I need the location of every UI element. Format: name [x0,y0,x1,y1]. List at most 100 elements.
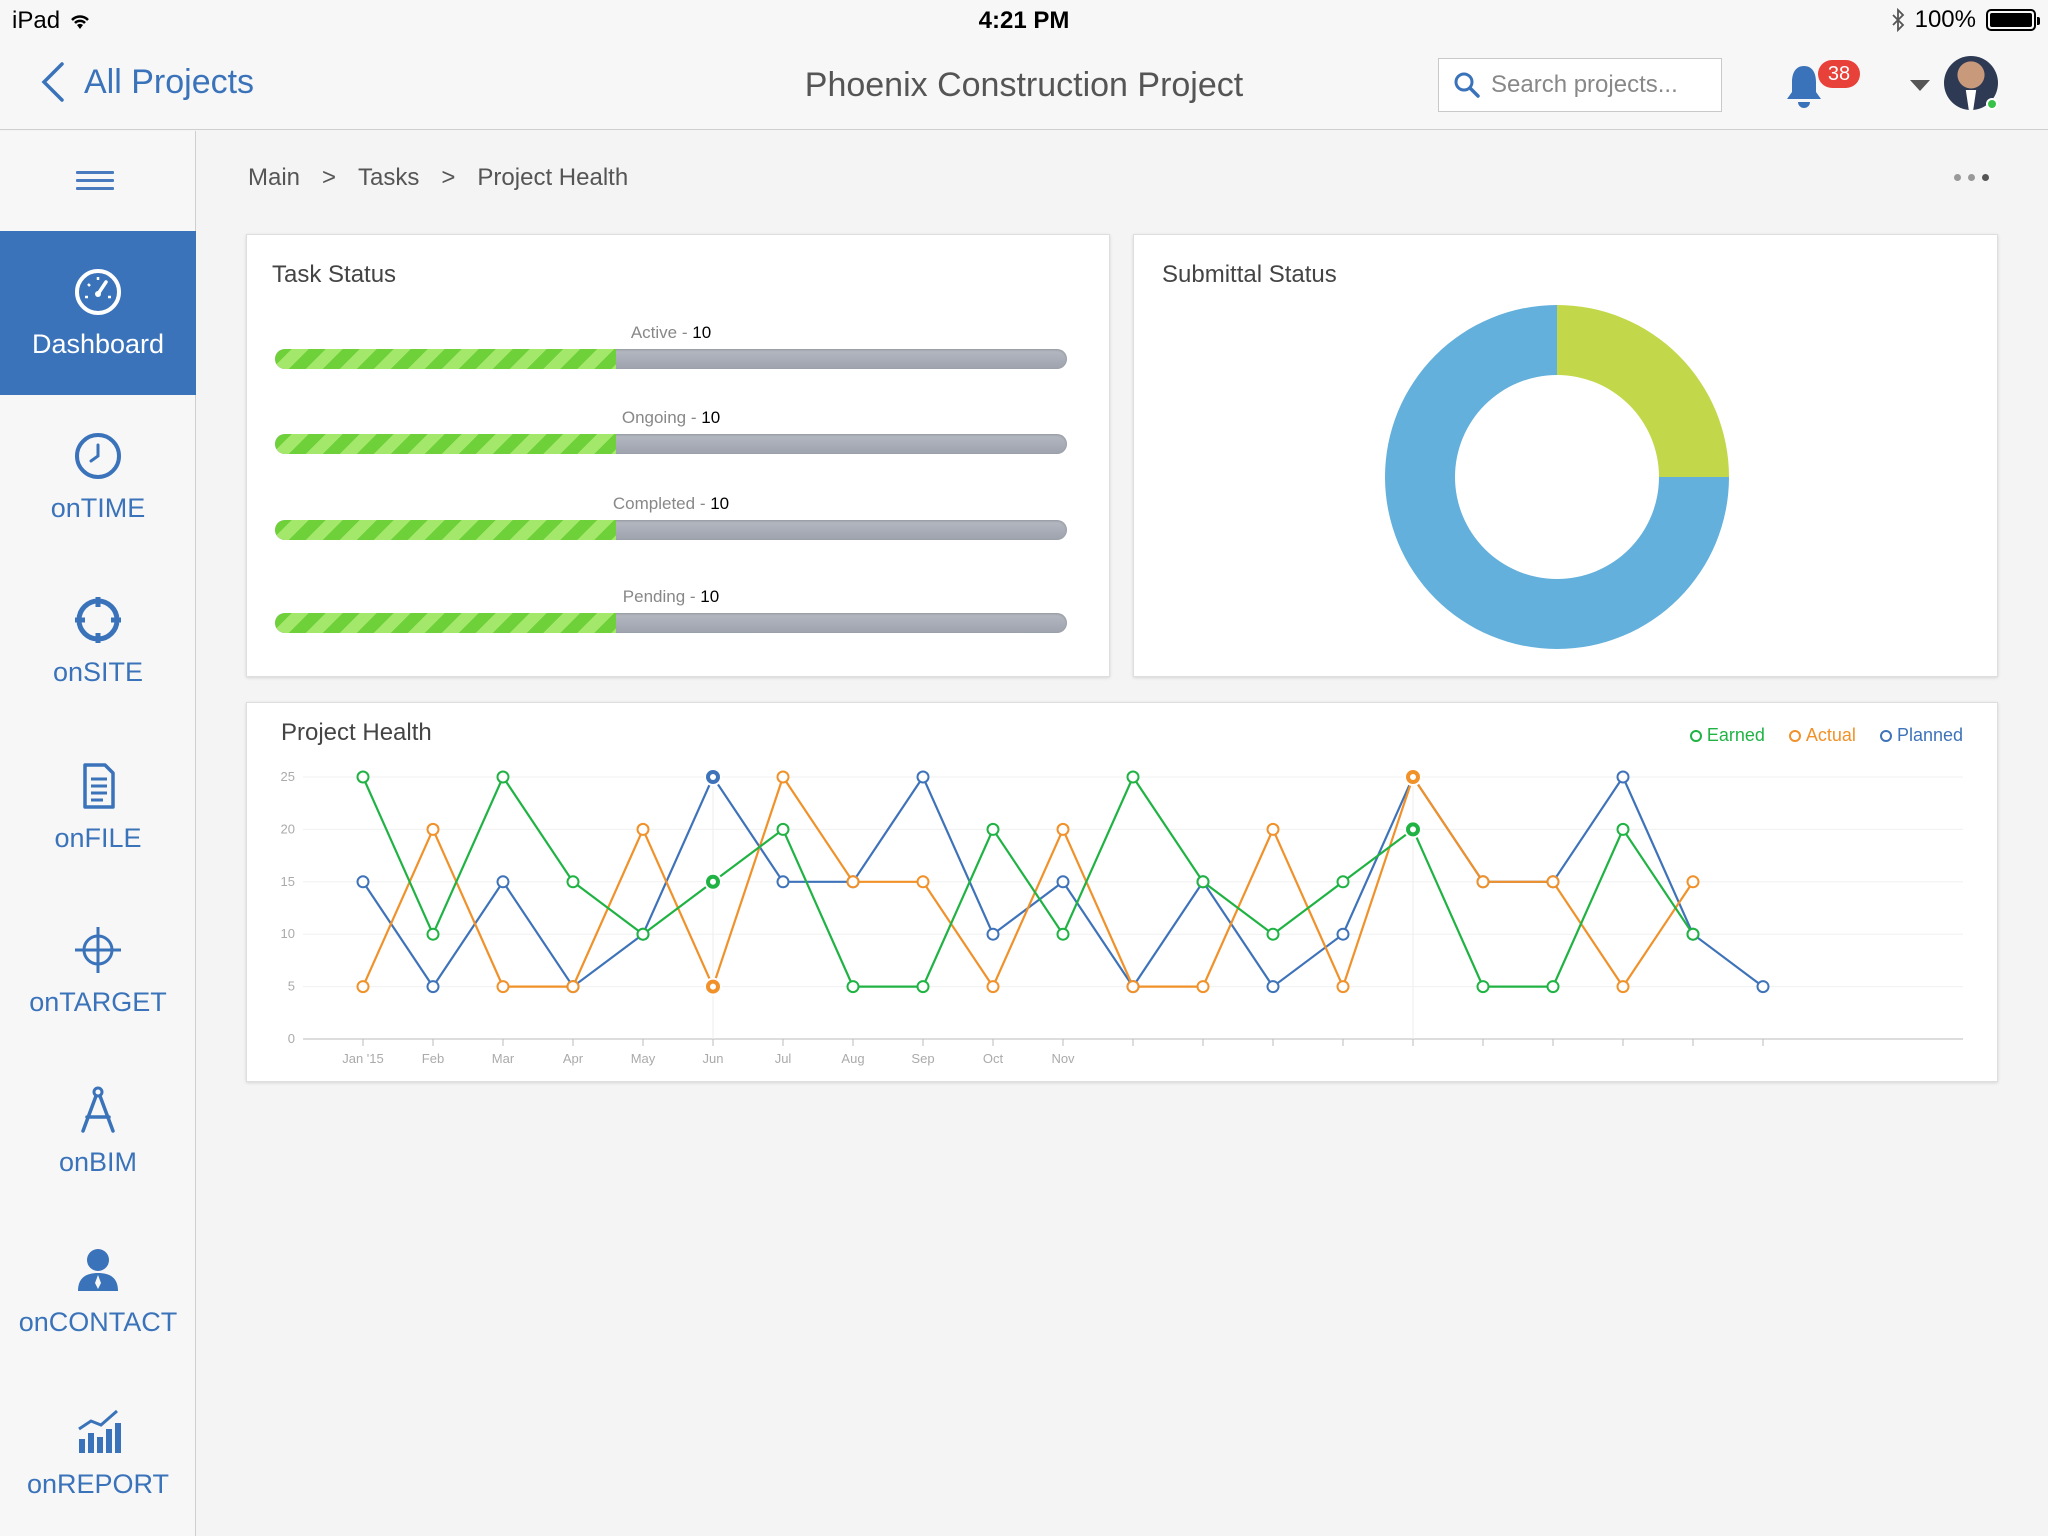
data-point[interactable] [776,875,790,889]
data-point[interactable] [916,875,930,889]
task-status-title: Task Status [272,261,397,288]
online-status-indicator [1986,98,1998,110]
wifi-icon [71,15,89,29]
data-point[interactable] [1266,980,1280,994]
data-point[interactable] [916,770,930,784]
data-point[interactable] [1266,822,1280,836]
sidebar-item-onfile[interactable]: onFILE [0,725,196,889]
data-point[interactable] [776,822,790,836]
sidebar-item-onreport[interactable]: onREPORT [0,1371,196,1535]
data-point[interactable] [356,875,370,889]
data-point[interactable] [986,822,1000,836]
status-time: 4:21 PM [978,7,1070,34]
data-point[interactable] [496,875,510,889]
legend-item-actual[interactable]: Actual [1788,725,1856,746]
data-point[interactable] [636,927,650,941]
search-icon [1454,72,1480,98]
bar-chart-icon [78,1409,121,1453]
data-point[interactable] [776,770,790,784]
x-tick-label: Apr [563,1051,584,1066]
breadcrumb-separator: > [441,164,456,191]
data-point[interactable] [566,875,580,889]
donut-slice[interactable] [1557,305,1729,477]
user-menu-caret-icon[interactable] [1910,80,1930,91]
data-point[interactable] [846,875,860,889]
data-point[interactable] [636,822,650,836]
data-point[interactable] [1336,980,1350,994]
sidebar-item-onsite[interactable]: onSITE [0,559,196,723]
data-point[interactable] [426,822,440,836]
sidebar-item-oncontact[interactable]: onCONTACT [0,1209,196,1373]
data-point[interactable] [1476,980,1490,994]
data-point[interactable] [1686,875,1700,889]
hamburger-menu-icon[interactable] [76,171,114,193]
task-progress-fill [275,434,616,454]
data-point-center [710,983,716,990]
search-input[interactable] [1491,71,1701,99]
search-box[interactable] [1438,58,1722,112]
sidebar-item-ontarget[interactable]: onTARGET [0,889,196,1053]
sidebar-item-onbim[interactable]: onBIM [0,1049,196,1213]
project-health-title: Project Health [281,719,432,746]
data-point[interactable] [1336,875,1350,889]
data-point[interactable] [1686,927,1700,941]
data-point[interactable] [846,980,860,994]
legend-item-earned[interactable]: Earned [1689,725,1765,746]
task-status-row: Ongoing - 10 [275,408,1067,454]
data-point[interactable] [986,927,1000,941]
breadcrumb-tasks[interactable]: Tasks [358,164,420,191]
x-tick-label: Sep [911,1051,934,1066]
data-point[interactable] [1056,875,1070,889]
x-tick-label: Mar [492,1051,515,1066]
task-status-value: 10 [701,408,721,427]
legend-item-planned[interactable]: Planned [1879,725,1963,746]
data-point[interactable] [426,980,440,994]
data-point[interactable] [1196,980,1210,994]
data-point[interactable] [1546,980,1560,994]
data-point[interactable] [356,770,370,784]
data-point[interactable] [496,770,510,784]
sidebar-item-label: onFILE [54,822,142,853]
donut-slice[interactable] [1385,305,1729,649]
bell-icon[interactable] [1782,62,1826,110]
task-status-row: Active - 10 [275,323,1067,369]
task-status-separator: - [685,587,701,606]
data-point[interactable] [1056,822,1070,836]
back-to-all-projects[interactable]: All Projects [40,60,254,104]
breadcrumb-main[interactable]: Main [248,164,301,191]
data-point[interactable] [496,980,510,994]
data-point[interactable] [916,980,930,994]
data-point[interactable] [356,980,370,994]
sidebar-item-label: onREPORT [26,1468,170,1499]
data-point[interactable] [1616,822,1630,836]
x-tick-label: Feb [422,1051,444,1066]
data-point[interactable] [1126,770,1140,784]
data-point[interactable] [986,980,1000,994]
task-status-label: Ongoing - 10 [275,408,1067,434]
data-point[interactable] [1126,980,1140,994]
sidebar-item-label: onCONTACT [18,1306,178,1337]
data-point[interactable] [1616,980,1630,994]
task-status-card: Task Status Active - 10 Ongoing - 10 Compl… [246,234,1110,677]
data-point[interactable] [1336,927,1350,941]
data-point[interactable] [566,980,580,994]
sidebar-item-label: onTIME [50,492,146,523]
legend-label: Planned [1896,725,1963,745]
battery-icon [1986,9,2040,31]
sidebar-item-label: onSITE [52,656,144,687]
data-point[interactable] [426,927,440,941]
data-point[interactable] [1196,875,1210,889]
sidebar-item-ontime[interactable]: onTIME [0,395,196,559]
data-point[interactable] [1756,980,1770,994]
data-point-center [710,774,716,780]
data-point[interactable] [1056,927,1070,941]
data-point[interactable] [1266,927,1280,941]
more-options-icon[interactable] [1954,174,1989,181]
back-label: All Projects [84,62,255,101]
person-icon [78,1248,118,1291]
sidebar-item-dashboard[interactable]: Dashboard [0,231,196,395]
target-icon [75,926,121,973]
data-point[interactable] [1546,875,1560,889]
data-point[interactable] [1476,875,1490,889]
data-point[interactable] [1616,770,1630,784]
